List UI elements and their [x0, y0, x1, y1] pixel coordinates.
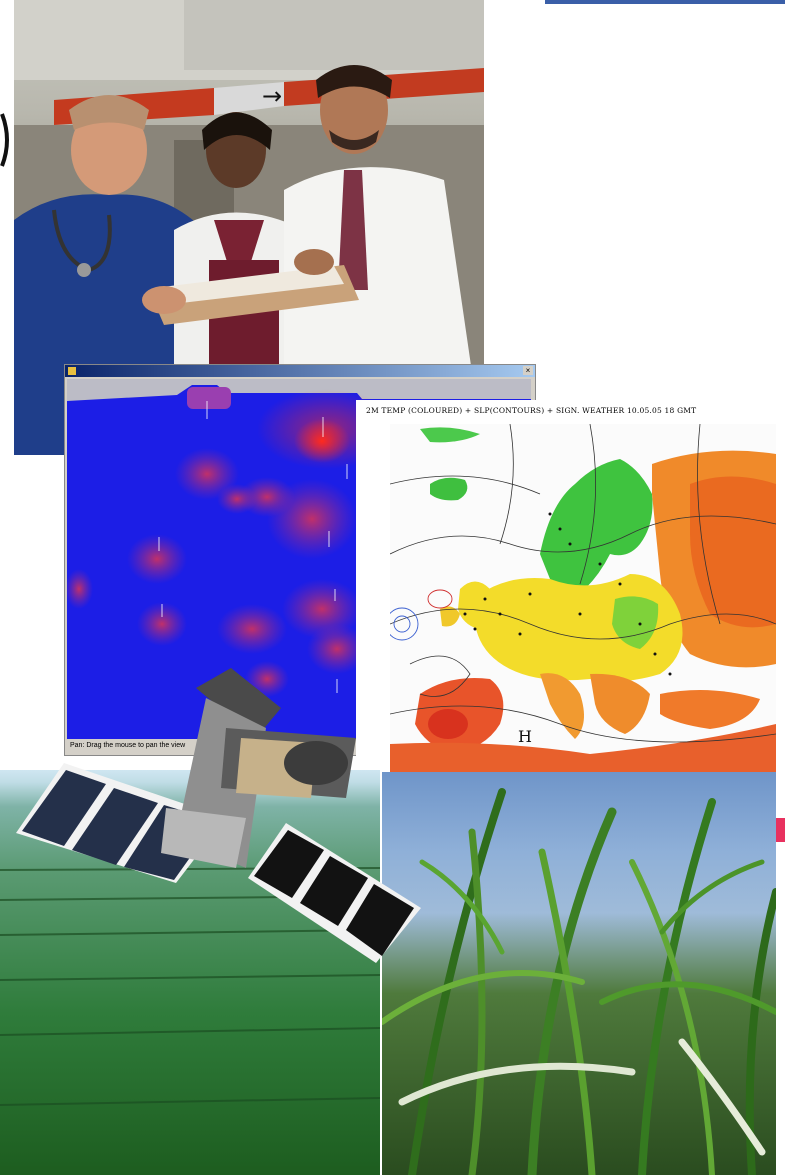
- sign-arrow: →: [262, 82, 282, 110]
- app-icon: [68, 367, 76, 375]
- status-bar: Pan: Drag the mouse to pan the view: [70, 742, 186, 749]
- top-accent-rule: [545, 0, 785, 4]
- doctors-photo-illustration: →: [14, 0, 484, 455]
- accent-marker: [776, 818, 785, 842]
- cropped-bracket-glyph: [0, 113, 9, 167]
- europe-temperature-map: H: [390, 424, 776, 772]
- weather-map-plot: H: [390, 424, 776, 772]
- high-pressure-label: H: [518, 727, 532, 746]
- weather-map: 2M TEMP (COLOURED) + SLP(CONTOURS) + SIG…: [356, 400, 778, 772]
- window-titlebar: [65, 365, 535, 377]
- doctors-photo: →: [14, 0, 484, 455]
- close-icon[interactable]: ×: [523, 366, 533, 375]
- crop-plants-photo: [382, 772, 776, 1175]
- satellite-illustration: [16, 668, 421, 963]
- crop-leaves: [382, 788, 776, 1175]
- weather-map-title: 2M TEMP (COLOURED) + SLP(CONTOURS) + SIG…: [366, 406, 697, 415]
